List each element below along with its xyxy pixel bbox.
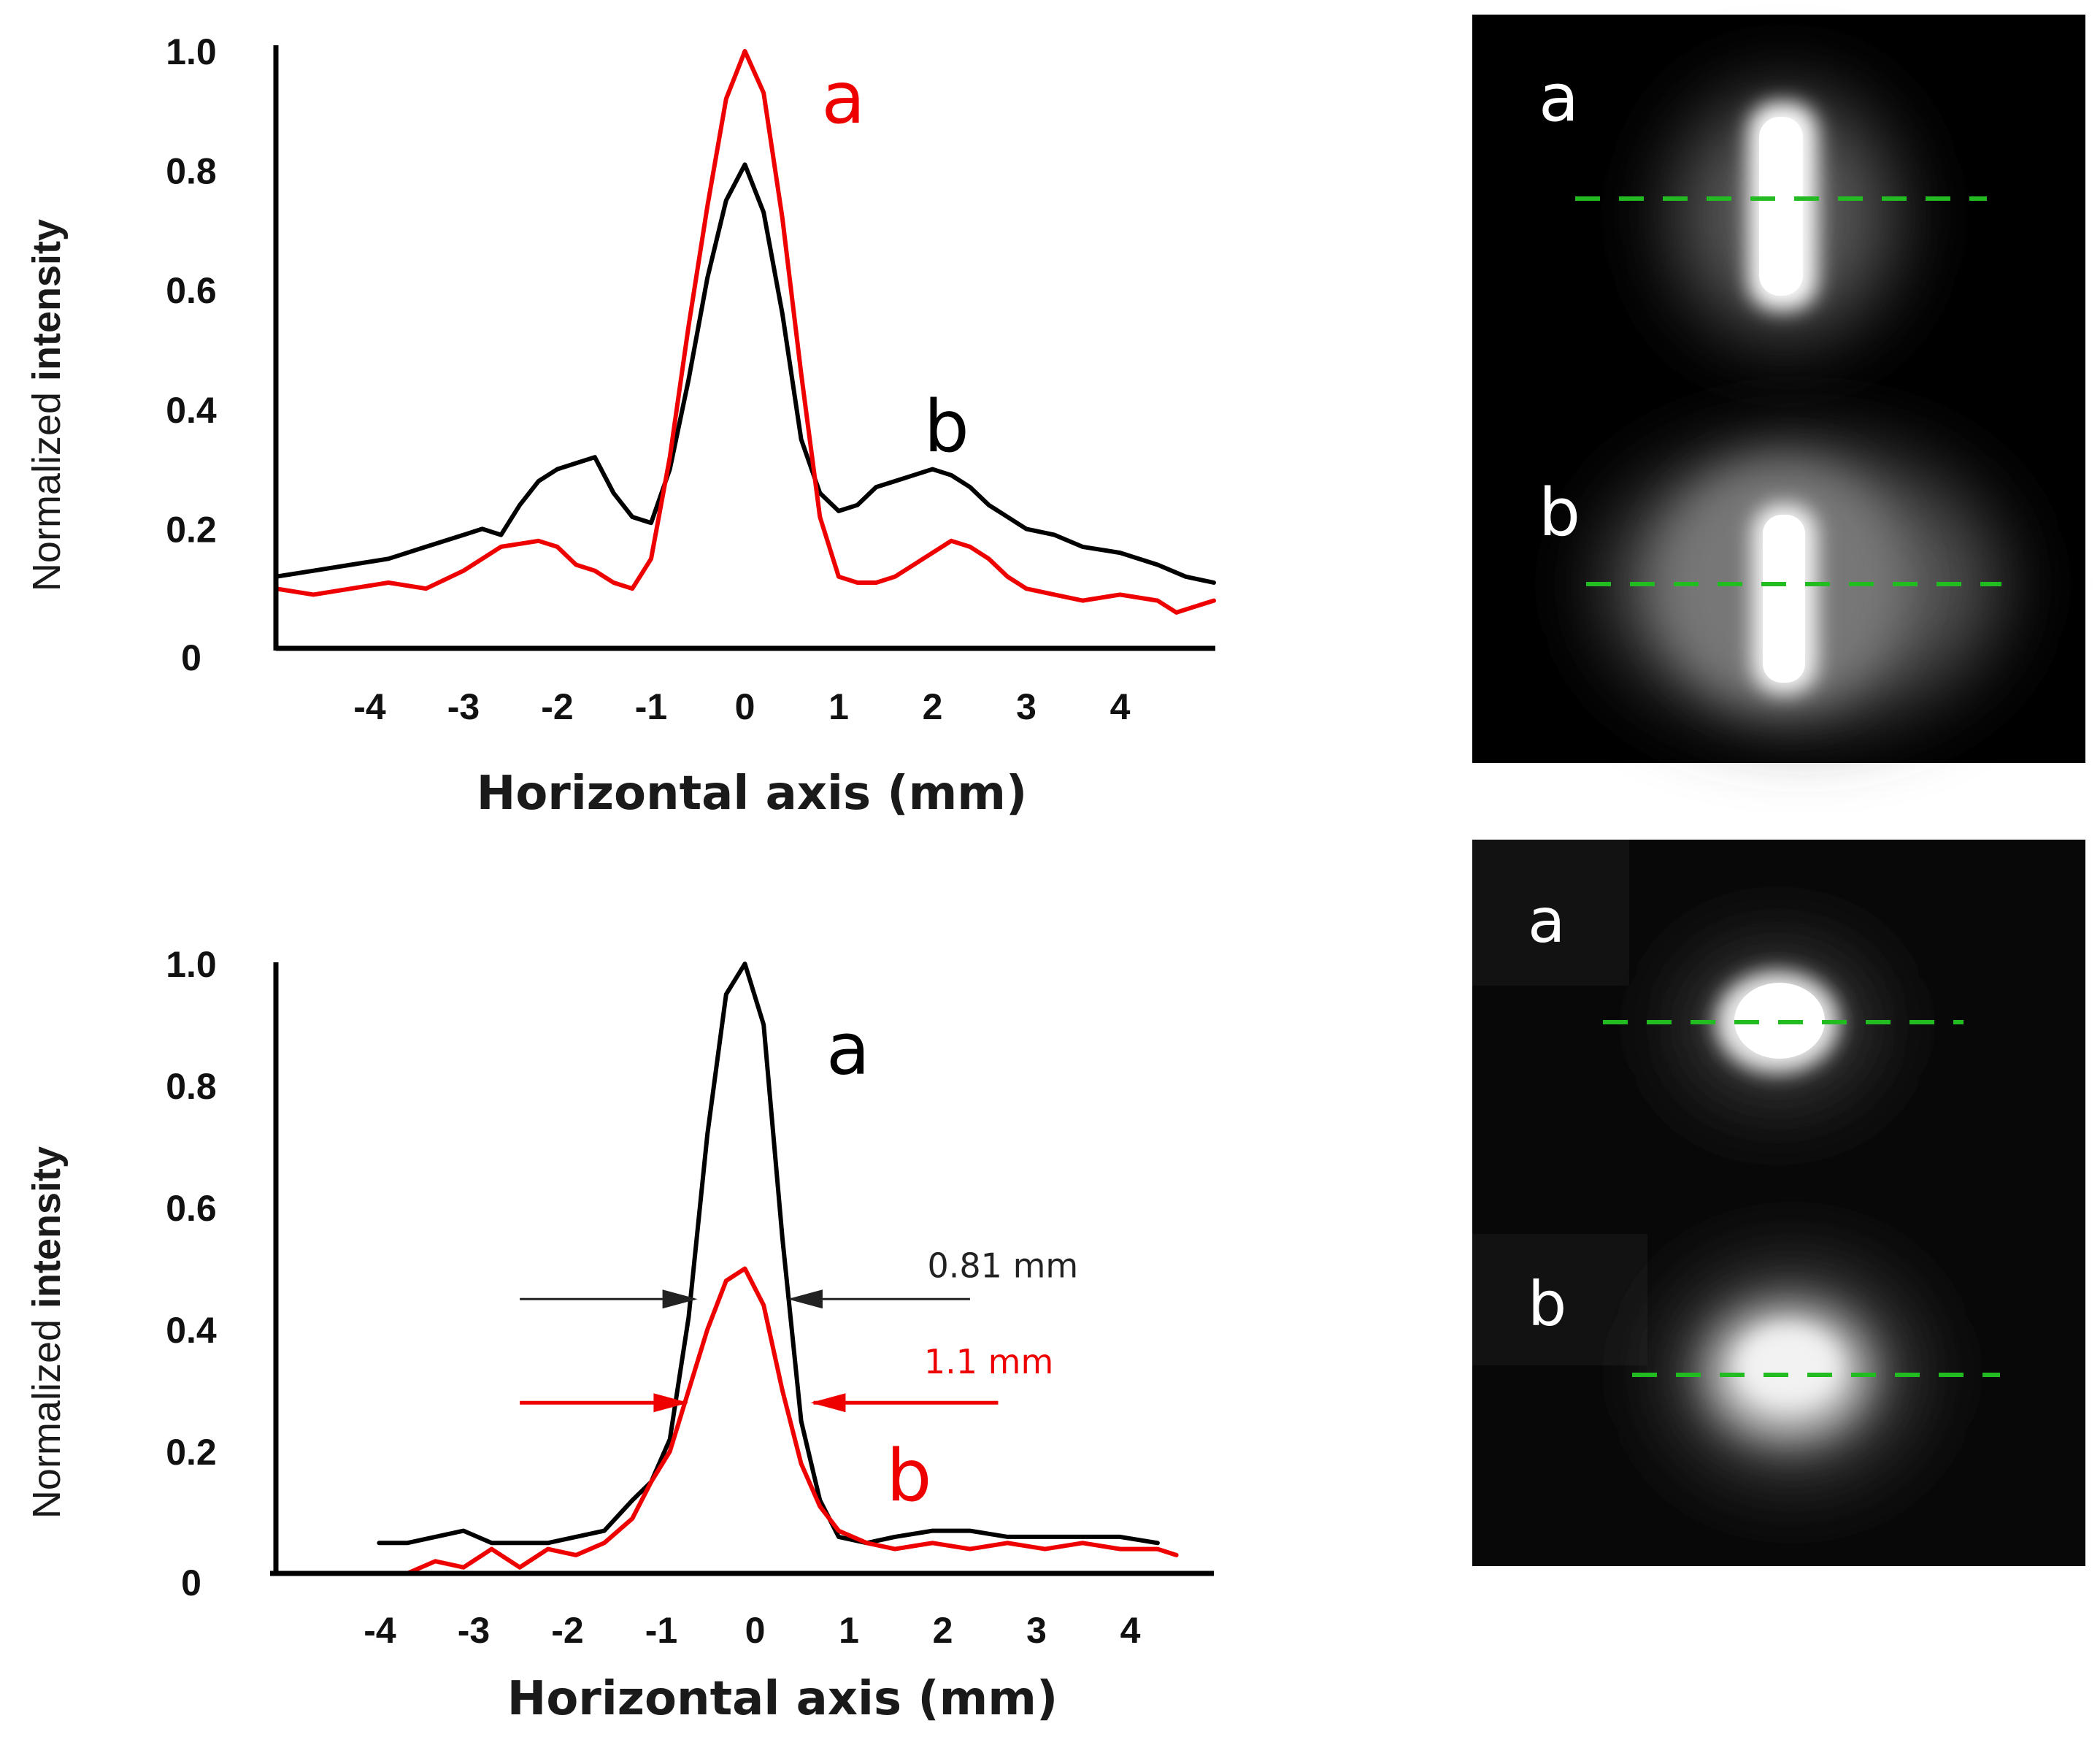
x-tick-label: -3 xyxy=(458,1610,490,1651)
x-axis-label: Horizontal axis (mm) xyxy=(507,1672,1058,1726)
x-tick-label: -4 xyxy=(353,686,386,727)
x-tick-label: 4 xyxy=(1120,1610,1141,1651)
series-line-b xyxy=(274,162,1216,585)
series-group xyxy=(377,962,1179,1576)
x-tick-label: 3 xyxy=(1016,686,1036,727)
curve-label-a: a xyxy=(826,1008,870,1091)
x-tick-label: 1 xyxy=(828,686,849,727)
y-tick-labels: 0 0.2 0.4 0.6 0.8 1.0 xyxy=(166,944,217,1603)
beam-spot-a xyxy=(1675,95,1894,336)
beam-spot-b xyxy=(1668,1267,1916,1479)
fwhm-annotations: 0.81 mm 1.1 mm xyxy=(520,1246,1079,1413)
image-label-a: a xyxy=(1539,60,1579,137)
curve-labels: ab xyxy=(821,57,969,469)
y-axis-label: Normalized intensity xyxy=(25,1146,69,1519)
x-tick-label: 0 xyxy=(735,686,755,727)
arrowhead-left xyxy=(662,1289,698,1309)
fwhm-label: 0.81 mm xyxy=(928,1246,1079,1285)
beam-image-bottom: a b xyxy=(1472,840,2085,1566)
intensity-profile-chart-bottom: Normalized intensity 0 0.2 0.4 0.6 0.8 1.0 -4… xyxy=(25,944,1214,1726)
y-tick-label: 0.4 xyxy=(166,1310,217,1351)
fwhm-annotation: 1.1 mm xyxy=(520,1342,1053,1413)
x-tick-label: 2 xyxy=(923,686,943,727)
curve-label-b: b xyxy=(924,386,969,469)
x-tick-labels: -4 -3 -2 -1 0 1 2 3 4 xyxy=(364,1610,1140,1651)
y-axis-label: Normalized intensity xyxy=(25,219,69,591)
x-tick-label: -1 xyxy=(635,686,667,727)
x-tick-label: -1 xyxy=(645,1610,677,1651)
y-tick-label: 0.4 xyxy=(166,390,217,431)
arrowhead-right xyxy=(787,1289,823,1309)
y-tick-label: 1.0 xyxy=(166,31,217,72)
y-tick-label: 0.8 xyxy=(166,1066,217,1107)
y-tick-label: 0.6 xyxy=(166,270,217,311)
y-tick-label: 0.2 xyxy=(166,1432,217,1473)
y-tick-label: 0 xyxy=(181,637,201,678)
x-tick-label: 2 xyxy=(933,1610,953,1651)
x-tick-label: 1 xyxy=(839,1610,859,1651)
y-tick-label: 0.6 xyxy=(166,1188,217,1229)
y-tick-label: 1.0 xyxy=(166,944,217,985)
arrowhead-right xyxy=(810,1393,846,1413)
curve-label-a: a xyxy=(821,57,865,140)
x-tick-labels: -4 -3 -2 -1 0 1 2 3 4 xyxy=(353,686,1130,727)
x-tick-label: -2 xyxy=(551,1610,583,1651)
beam-spot-a xyxy=(1679,946,1876,1106)
x-tick-label: 4 xyxy=(1110,686,1131,727)
intensity-profile-chart-top: Normalized intensity 0 0.2 0.4 0.6 0.8 1.0 -4… xyxy=(25,31,1216,821)
arrowhead-left xyxy=(653,1393,689,1413)
series-line-a xyxy=(377,962,1160,1546)
y-tick-label: 0.8 xyxy=(166,151,217,192)
image-label-a: a xyxy=(1528,885,1565,956)
x-tick-label: 3 xyxy=(1026,1610,1047,1651)
beam-image-top: a b xyxy=(1472,15,2085,763)
image-label-b: b xyxy=(1528,1268,1566,1340)
x-tick-label: 0 xyxy=(745,1610,766,1651)
fwhm-annotation: 0.81 mm xyxy=(520,1246,1079,1309)
series-group xyxy=(274,49,1216,615)
y-tick-labels: 0 0.2 0.4 0.6 0.8 1.0 xyxy=(166,31,217,678)
curve-labels: ab xyxy=(826,1008,932,1518)
x-tick-label: -4 xyxy=(364,1610,396,1651)
series-line-a xyxy=(274,49,1216,615)
image-label-b: b xyxy=(1539,475,1580,551)
x-tick-label: -2 xyxy=(541,686,573,727)
image-label-box-a xyxy=(1472,840,1629,986)
series-line-b xyxy=(404,1266,1179,1576)
y-tick-label: 0.2 xyxy=(166,509,217,550)
y-tick-label: 0 xyxy=(181,1562,201,1603)
curve-label-b: b xyxy=(886,1435,931,1518)
beam-spot-b xyxy=(1606,449,2000,719)
fwhm-label: 1.1 mm xyxy=(924,1342,1053,1381)
x-tick-label: -3 xyxy=(447,686,480,727)
image-label-box-b xyxy=(1472,1234,1647,1365)
x-axis-label: Horizontal axis (mm) xyxy=(477,767,1027,821)
